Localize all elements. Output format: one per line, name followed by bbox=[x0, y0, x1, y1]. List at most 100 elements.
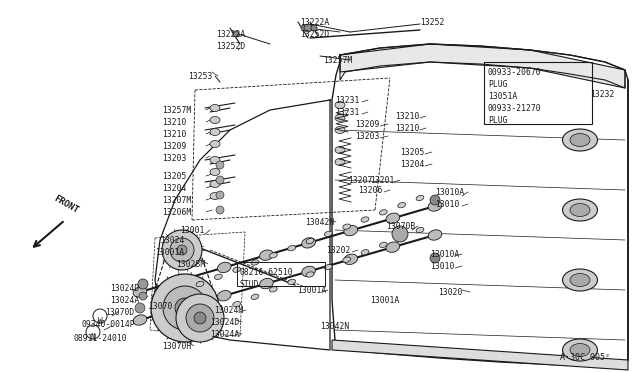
Ellipse shape bbox=[324, 231, 332, 237]
Text: 13210: 13210 bbox=[162, 130, 186, 139]
Text: 13257M: 13257M bbox=[323, 56, 352, 65]
Text: 13010A: 13010A bbox=[430, 250, 460, 259]
Ellipse shape bbox=[563, 269, 598, 291]
Text: 13209: 13209 bbox=[162, 142, 186, 151]
Ellipse shape bbox=[361, 250, 369, 255]
Text: 13202: 13202 bbox=[326, 246, 350, 255]
Ellipse shape bbox=[344, 225, 358, 236]
Ellipse shape bbox=[343, 224, 351, 229]
Text: 13024D: 13024D bbox=[110, 284, 140, 293]
Text: 13222A: 13222A bbox=[216, 30, 245, 39]
Ellipse shape bbox=[251, 294, 259, 299]
Ellipse shape bbox=[335, 147, 345, 154]
Text: STUD: STUD bbox=[240, 280, 259, 289]
Circle shape bbox=[216, 191, 224, 199]
Ellipse shape bbox=[218, 262, 231, 273]
Text: 13222A: 13222A bbox=[300, 18, 329, 27]
Text: FRONT: FRONT bbox=[52, 194, 80, 215]
Ellipse shape bbox=[269, 253, 277, 258]
Ellipse shape bbox=[210, 157, 220, 164]
Circle shape bbox=[430, 253, 440, 263]
Text: PLUG: PLUG bbox=[488, 116, 508, 125]
Circle shape bbox=[216, 176, 224, 184]
Text: 13204: 13204 bbox=[400, 160, 424, 169]
Text: 13257M: 13257M bbox=[162, 106, 191, 115]
Text: 13231: 13231 bbox=[335, 108, 360, 117]
Text: PLUG: PLUG bbox=[488, 80, 508, 89]
Ellipse shape bbox=[210, 192, 220, 199]
Ellipse shape bbox=[335, 115, 345, 122]
Text: 13024D: 13024D bbox=[210, 318, 239, 327]
Text: 09340-0014P: 09340-0014P bbox=[82, 320, 136, 329]
Text: 13201: 13201 bbox=[370, 176, 394, 185]
Text: 13203: 13203 bbox=[162, 154, 186, 163]
Text: 13020: 13020 bbox=[438, 288, 462, 297]
Ellipse shape bbox=[570, 343, 590, 356]
Text: 13001A: 13001A bbox=[370, 296, 399, 305]
Text: 13070B: 13070B bbox=[386, 222, 415, 231]
Circle shape bbox=[86, 325, 100, 339]
Text: 13028M: 13028M bbox=[176, 260, 205, 269]
Text: 00933-21270: 00933-21270 bbox=[488, 104, 541, 113]
Ellipse shape bbox=[210, 141, 220, 148]
Ellipse shape bbox=[428, 201, 442, 211]
Ellipse shape bbox=[570, 134, 590, 147]
Ellipse shape bbox=[260, 278, 273, 289]
Circle shape bbox=[177, 245, 187, 255]
Circle shape bbox=[163, 286, 207, 330]
Ellipse shape bbox=[214, 274, 222, 279]
Circle shape bbox=[194, 312, 206, 324]
Text: 13205: 13205 bbox=[162, 172, 186, 181]
Text: 13042N: 13042N bbox=[305, 218, 334, 227]
Text: 13010: 13010 bbox=[430, 262, 454, 271]
Ellipse shape bbox=[361, 217, 369, 222]
Ellipse shape bbox=[380, 210, 387, 215]
Text: 13252D: 13252D bbox=[216, 42, 245, 51]
Text: W: W bbox=[98, 317, 102, 326]
Ellipse shape bbox=[416, 195, 424, 201]
Text: 13210: 13210 bbox=[162, 118, 186, 127]
Ellipse shape bbox=[570, 203, 590, 217]
Ellipse shape bbox=[335, 158, 345, 166]
Ellipse shape bbox=[386, 213, 400, 224]
Ellipse shape bbox=[196, 281, 204, 287]
Ellipse shape bbox=[416, 227, 424, 232]
Text: A·30C 005²: A·30C 005² bbox=[560, 353, 610, 362]
Ellipse shape bbox=[269, 287, 277, 292]
Circle shape bbox=[139, 292, 147, 300]
Text: 13231: 13231 bbox=[335, 96, 360, 105]
Text: 13206M: 13206M bbox=[162, 208, 191, 217]
Text: 13232: 13232 bbox=[590, 90, 614, 99]
Text: 13024M: 13024M bbox=[214, 306, 243, 315]
Ellipse shape bbox=[570, 273, 590, 286]
Circle shape bbox=[93, 309, 107, 323]
Polygon shape bbox=[340, 44, 625, 88]
Ellipse shape bbox=[233, 301, 241, 307]
Ellipse shape bbox=[306, 272, 314, 277]
Text: 13207M: 13207M bbox=[162, 196, 191, 205]
Ellipse shape bbox=[175, 275, 189, 285]
Circle shape bbox=[176, 294, 224, 342]
Ellipse shape bbox=[301, 238, 316, 248]
Ellipse shape bbox=[324, 264, 332, 270]
Circle shape bbox=[186, 304, 214, 332]
Text: 13024: 13024 bbox=[160, 236, 184, 245]
Ellipse shape bbox=[133, 315, 147, 325]
Ellipse shape bbox=[380, 242, 387, 247]
Ellipse shape bbox=[133, 287, 147, 297]
Ellipse shape bbox=[210, 116, 220, 124]
Bar bbox=[237, 262, 325, 286]
Ellipse shape bbox=[428, 230, 442, 240]
Ellipse shape bbox=[398, 202, 406, 208]
Circle shape bbox=[216, 206, 224, 214]
Text: 13203: 13203 bbox=[355, 132, 380, 141]
Circle shape bbox=[170, 238, 194, 262]
Text: 13070D: 13070D bbox=[105, 308, 134, 317]
Ellipse shape bbox=[335, 126, 345, 134]
Ellipse shape bbox=[210, 169, 220, 176]
Circle shape bbox=[138, 279, 148, 289]
Ellipse shape bbox=[210, 105, 220, 112]
Bar bbox=[484, 62, 592, 124]
Circle shape bbox=[151, 274, 219, 342]
Ellipse shape bbox=[288, 246, 296, 251]
